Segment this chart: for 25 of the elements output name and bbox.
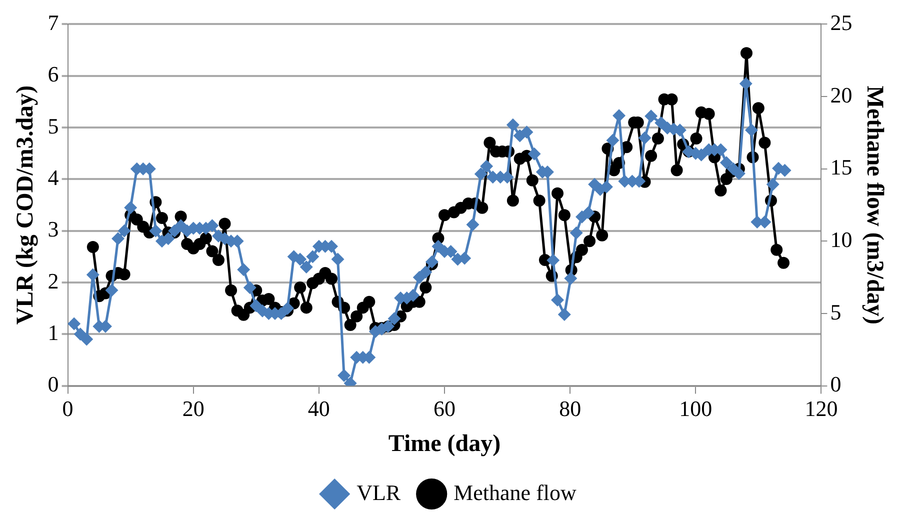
y2-tick-label: 10 — [830, 226, 852, 252]
y-tick-label: 5 — [48, 113, 59, 138]
y2-tick-label: 15 — [830, 154, 852, 180]
y-tick-label: 7 — [48, 10, 59, 35]
y-tick-label: 0 — [48, 372, 59, 397]
y2-tick-label: 5 — [830, 299, 842, 324]
x-tick-label: 60 — [434, 396, 456, 421]
x-tick-label: 100 — [679, 396, 712, 421]
x-tick-label: 20 — [182, 396, 204, 421]
x-tick-label: 120 — [804, 396, 838, 421]
y-tick-label: 6 — [48, 62, 59, 87]
y-tick-label: 1 — [48, 320, 59, 345]
legend-label: VLR — [356, 480, 401, 505]
y-axis-title: VLR (kg COD/m3.day) — [12, 85, 39, 325]
legend-label: Methane flow — [454, 480, 577, 505]
y-tick-label: 2 — [48, 268, 59, 294]
y-tick-label: 3 — [48, 216, 59, 242]
y-tick-label: 4 — [48, 164, 59, 190]
y2-tick-label: 0 — [830, 372, 842, 397]
x-axis-title: Time (day) — [388, 430, 501, 457]
y2-axis-title: Methane flow (m3/day) — [861, 86, 888, 324]
y2-tick-label: 25 — [830, 10, 852, 35]
x-tick-label: 40 — [308, 396, 330, 421]
y2-tick-label: 20 — [830, 82, 852, 108]
x-tick-label: 80 — [559, 396, 582, 421]
